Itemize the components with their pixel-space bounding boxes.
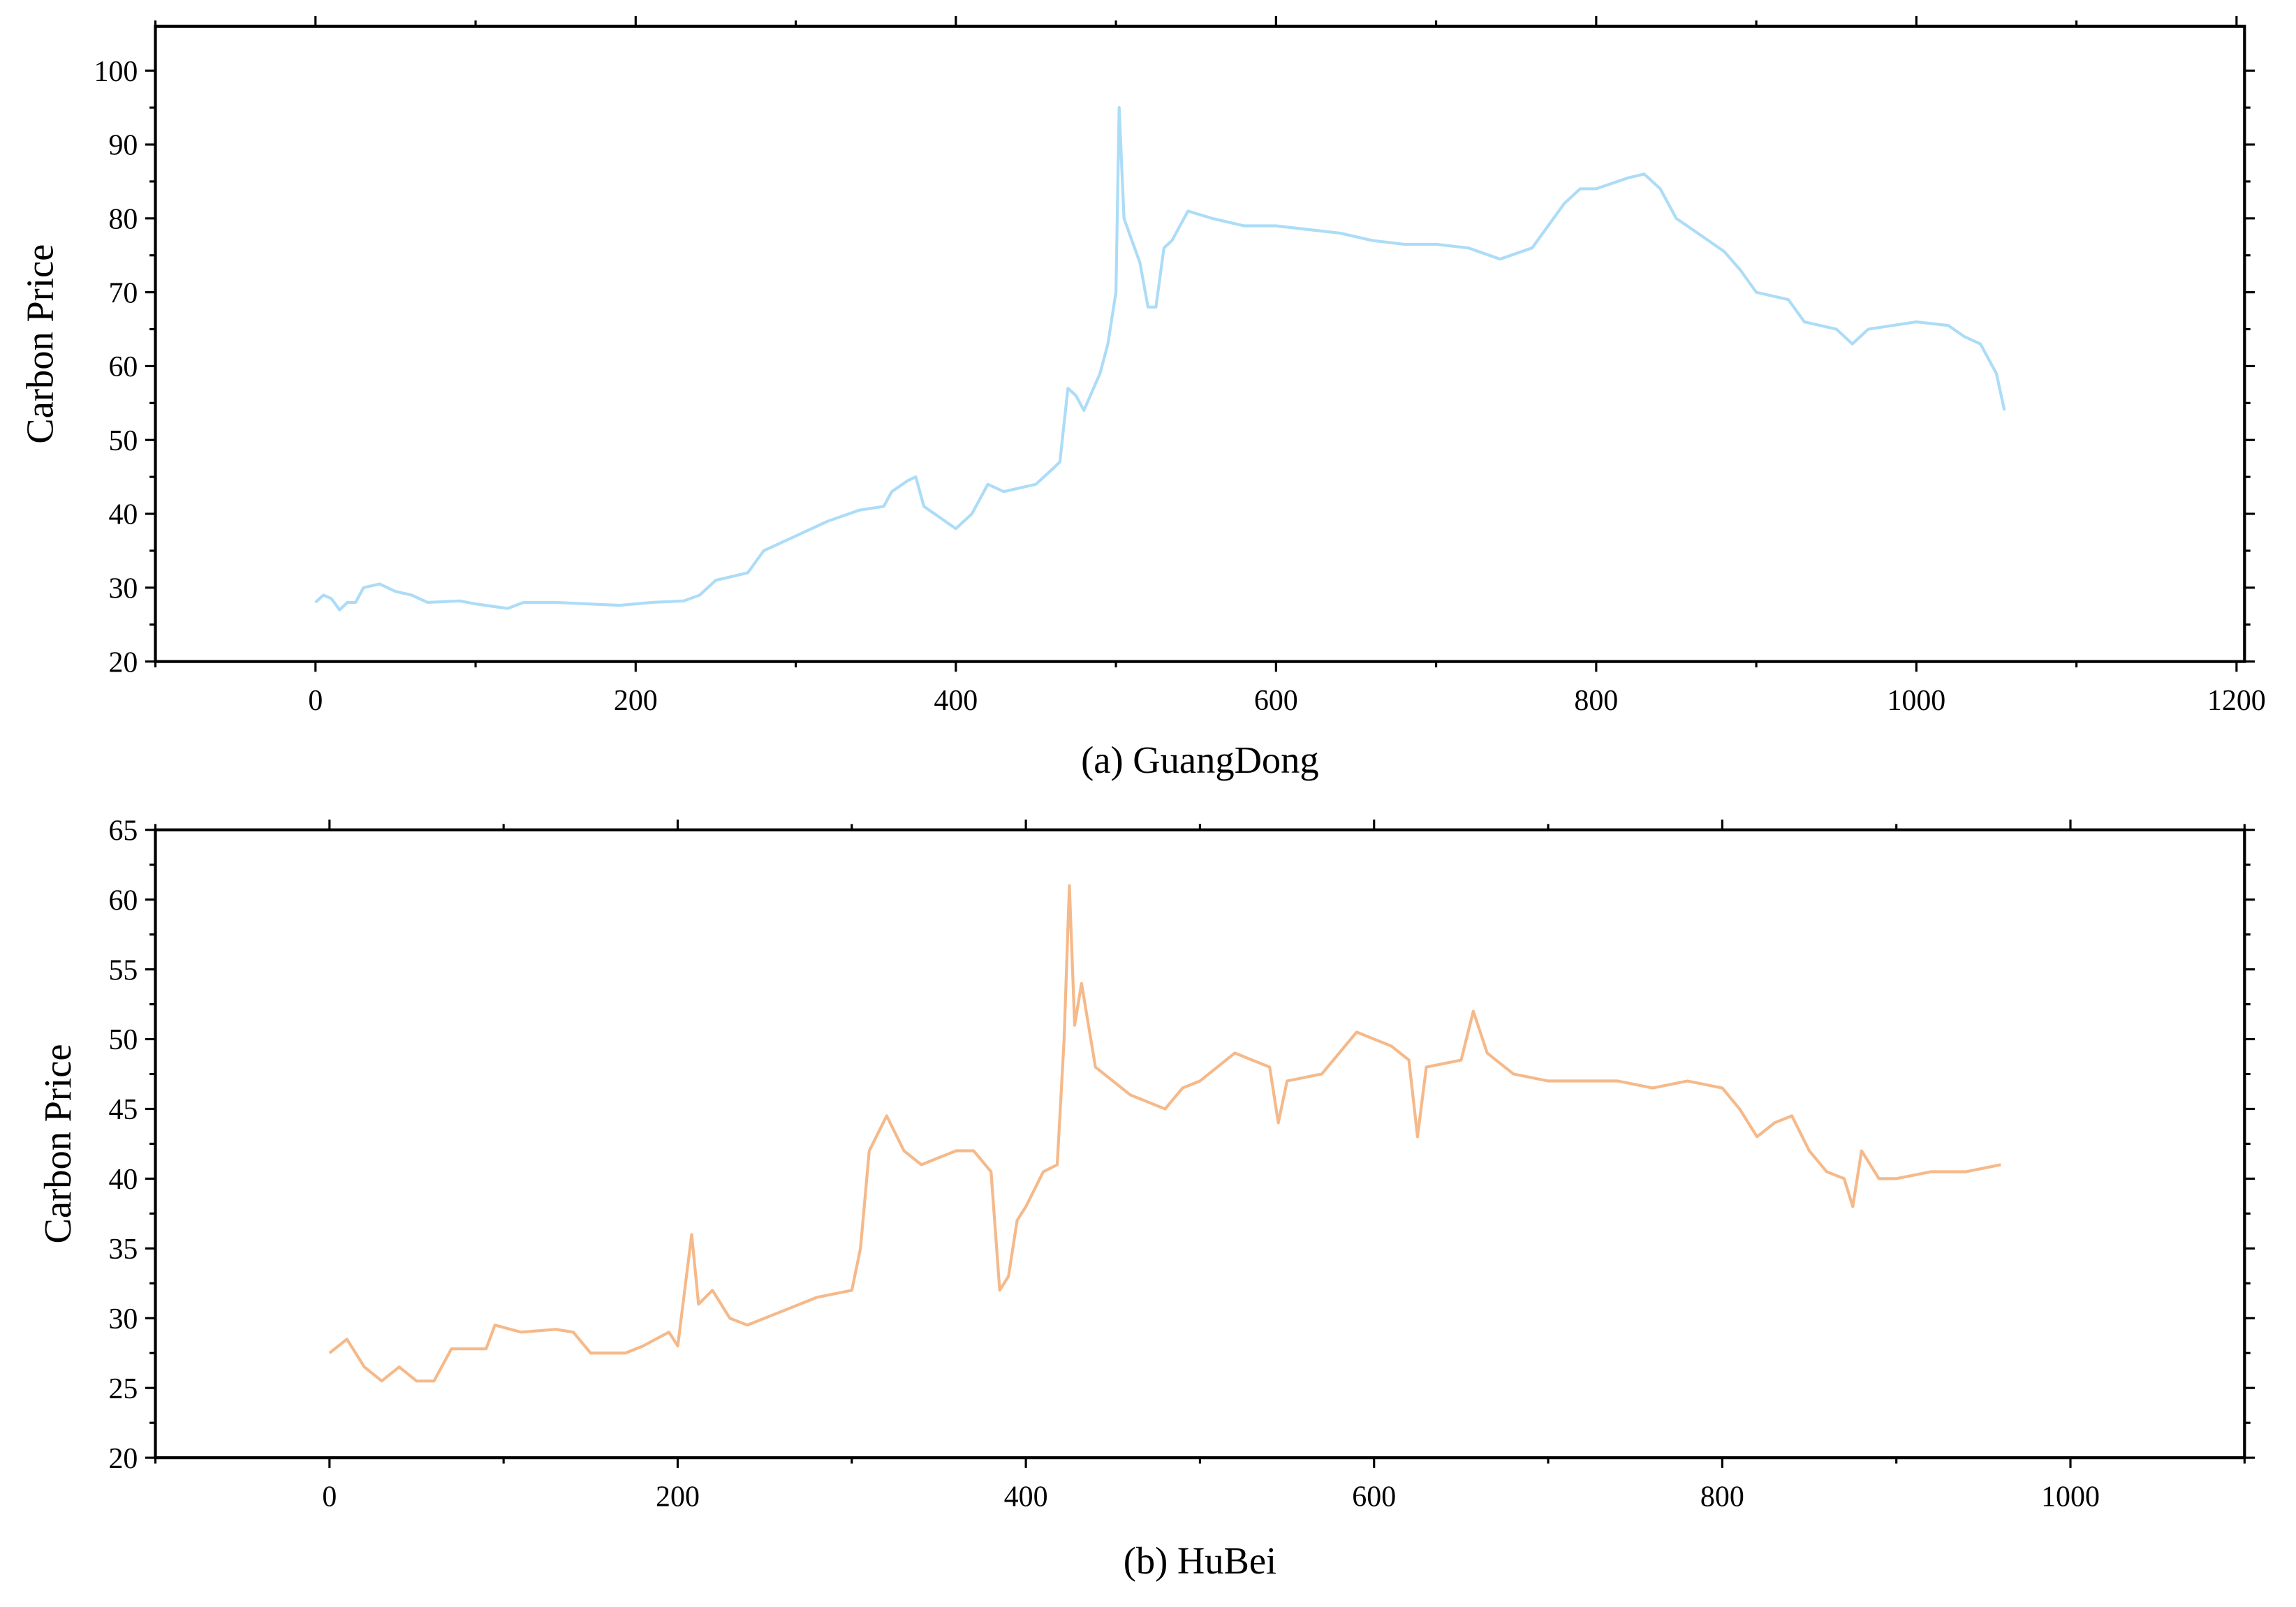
x-tick-label: 1200: [2207, 685, 2266, 717]
x-tick-label: 1000: [2041, 1481, 2100, 1513]
x-tick-label: 400: [1004, 1481, 1048, 1513]
y-tick-label: 50: [108, 425, 138, 457]
y-tick-label: 55: [108, 954, 138, 986]
plot-frame: [154, 828, 2246, 1460]
x-tick-label: 1000: [1887, 685, 1945, 717]
y-tick-label: 90: [108, 130, 138, 162]
x-tick-label: 800: [1574, 685, 1618, 717]
y-tick-label: 25: [108, 1373, 138, 1405]
y-tick-label: 60: [108, 884, 138, 917]
y-tick-label: 70: [108, 277, 138, 309]
price-line: [328, 884, 2001, 1383]
y-tick-label: 40: [108, 1164, 138, 1196]
x-tick-label: 400: [934, 685, 978, 717]
y-tick-label: 30: [108, 573, 138, 605]
y-tick-label: 80: [108, 203, 138, 235]
x-tick-label: 200: [656, 1481, 700, 1513]
y-tick-label: 65: [108, 815, 138, 847]
y-tick-label: 100: [94, 56, 138, 88]
x-tick-label: 0: [308, 685, 323, 717]
caption: (b) HuBei: [1124, 1539, 1276, 1582]
y-axis-label: Carbon Price: [36, 1044, 79, 1243]
plot-frame: [154, 24, 2246, 663]
x-tick-label: 600: [1254, 685, 1298, 717]
x-tick-label: 800: [1700, 1481, 1744, 1513]
x-tick-label: 600: [1352, 1481, 1396, 1513]
caption: (a) GuangDong: [1081, 739, 1319, 781]
y-tick-label: 40: [108, 499, 138, 531]
price-line: [314, 105, 2006, 612]
x-tick-label: 0: [322, 1481, 337, 1513]
y-axis-label: Carbon Price: [19, 244, 61, 444]
x-tick-label: 200: [614, 685, 658, 717]
y-tick-label: 20: [108, 646, 138, 679]
y-tick-label: 20: [108, 1443, 138, 1475]
y-tick-label: 50: [108, 1024, 138, 1056]
y-tick-label: 35: [108, 1234, 138, 1266]
y-tick-label: 60: [108, 351, 138, 383]
y-tick-label: 30: [108, 1303, 138, 1335]
y-tick-label: 45: [108, 1094, 138, 1126]
